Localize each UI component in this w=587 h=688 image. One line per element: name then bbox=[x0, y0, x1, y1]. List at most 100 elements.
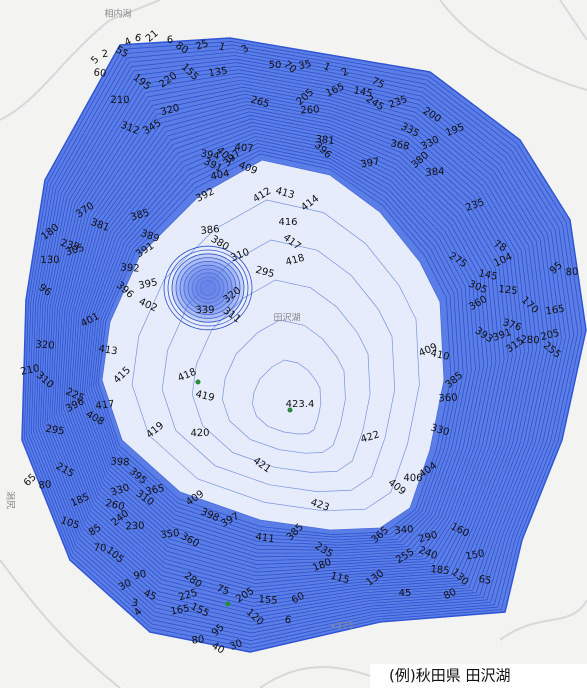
contour-label: 260 bbox=[300, 104, 320, 116]
contour-label: 75 bbox=[370, 76, 386, 92]
contour-line bbox=[72, 115, 497, 569]
contour-line bbox=[83, 132, 476, 551]
contour-line bbox=[65, 104, 509, 581]
contour-line bbox=[88, 139, 468, 546]
contour-line bbox=[221, 319, 346, 454]
contour-label: 395 bbox=[138, 277, 159, 292]
contour-line bbox=[131, 199, 420, 512]
contour-line bbox=[60, 97, 517, 588]
contour-line bbox=[26, 44, 579, 645]
contour-label: 130 bbox=[40, 255, 59, 266]
contour-label: 65 bbox=[478, 574, 493, 587]
contour-label: 407 bbox=[234, 142, 254, 155]
lake-floor bbox=[101, 159, 445, 531]
contour-label: 80 bbox=[442, 587, 458, 602]
contour-line bbox=[70, 111, 501, 573]
contour-label: 3 bbox=[131, 598, 139, 610]
contour-line bbox=[56, 90, 525, 596]
contour-line bbox=[53, 86, 530, 600]
contour-line bbox=[81, 129, 480, 554]
contour-line bbox=[44, 72, 546, 615]
contour-label: 30 bbox=[228, 638, 244, 653]
contour-line bbox=[183, 264, 233, 312]
contour-line bbox=[74, 118, 493, 565]
contour-label: 165 bbox=[545, 304, 566, 318]
place-label: 潟尻 bbox=[5, 491, 17, 509]
contour-label: 330 bbox=[429, 422, 450, 438]
contour-label: 305 bbox=[64, 242, 85, 258]
contour-label: 320 bbox=[35, 339, 55, 351]
contour-line bbox=[33, 55, 566, 634]
contour-label: 80 bbox=[38, 479, 52, 491]
contour-label: 384 bbox=[425, 166, 445, 179]
contour-line bbox=[175, 257, 241, 319]
contour-label: 90 bbox=[133, 569, 148, 583]
contour-line bbox=[35, 58, 562, 630]
contour-label: 60 bbox=[290, 591, 306, 607]
contour-label: 410 bbox=[429, 348, 450, 363]
contour-label: 340 bbox=[394, 524, 414, 537]
contour-label: 30 bbox=[117, 578, 133, 594]
contour-line bbox=[97, 153, 452, 535]
contour-label: 350 bbox=[160, 528, 180, 542]
contour-label: 210 bbox=[110, 95, 129, 106]
contour-label: 339 bbox=[195, 305, 214, 316]
contour-label: 3 bbox=[240, 43, 252, 56]
contour-label: 80 bbox=[565, 267, 578, 279]
contour-line bbox=[179, 260, 237, 315]
contour-label: 385 bbox=[129, 207, 150, 223]
caption: (例)秋田県 田沢湖 bbox=[389, 667, 510, 685]
contour-line bbox=[95, 150, 456, 538]
place-dot bbox=[331, 624, 335, 628]
contour-label: 392 bbox=[120, 262, 140, 274]
contour-label: 360 bbox=[438, 393, 458, 405]
contour-line bbox=[195, 276, 221, 300]
contour-line bbox=[167, 249, 249, 327]
contour-line bbox=[187, 268, 229, 308]
contour-label: 70 bbox=[93, 543, 106, 555]
contour-line bbox=[86, 136, 472, 549]
contour-label: 235 bbox=[59, 238, 80, 254]
contour-label: 280 bbox=[520, 335, 539, 347]
contour-label: 295 bbox=[254, 265, 275, 281]
contour-label: 406 bbox=[403, 473, 422, 484]
contour-label: 398 bbox=[110, 457, 130, 469]
contour-line bbox=[79, 125, 485, 558]
contour-label: 413 bbox=[98, 344, 119, 358]
contour-label: 365 bbox=[145, 483, 166, 498]
contour-label: 386 bbox=[200, 224, 220, 237]
contour-line bbox=[28, 48, 575, 641]
contour-line bbox=[191, 279, 371, 473]
place-label: 373 bbox=[336, 622, 353, 632]
contour-label: 205 bbox=[540, 328, 561, 343]
contour-label: 417 bbox=[95, 399, 115, 412]
contour-label: 75 bbox=[215, 583, 231, 598]
contour-label: 115 bbox=[329, 571, 350, 587]
contour-line bbox=[37, 62, 558, 626]
contour-label: 260 bbox=[104, 498, 125, 513]
contour-label: 419 bbox=[194, 389, 215, 404]
contour-label: 295 bbox=[45, 424, 66, 438]
contour-line bbox=[252, 359, 322, 435]
contour-line bbox=[40, 65, 554, 622]
contour-line bbox=[23, 41, 583, 649]
contour-line bbox=[47, 76, 542, 611]
peak-label: 423.4 bbox=[286, 399, 315, 410]
contour-label: 135 bbox=[208, 66, 229, 80]
contour-line bbox=[93, 146, 460, 541]
contour-line bbox=[42, 69, 550, 619]
contour-label: 230 bbox=[125, 521, 144, 533]
contour-label: 80 bbox=[191, 634, 205, 646]
contour-label: 368 bbox=[389, 138, 410, 152]
contour-label: 411 bbox=[255, 532, 275, 546]
contour-label: 5 bbox=[89, 54, 101, 66]
contour-line bbox=[58, 93, 521, 592]
contour-line bbox=[51, 83, 534, 603]
contour-label: 55 bbox=[114, 45, 130, 61]
contour-label: 290 bbox=[417, 530, 438, 546]
contour-label: 1 bbox=[217, 41, 226, 53]
contour-line bbox=[90, 143, 464, 543]
contour-line bbox=[49, 79, 538, 607]
